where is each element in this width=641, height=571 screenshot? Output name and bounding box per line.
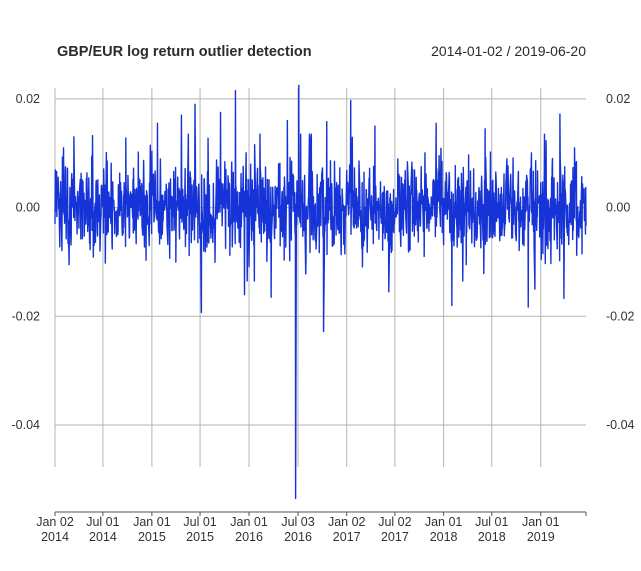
x-tick-label: Jan 01 [425,515,463,529]
y-tick-label-right: -0.02 [606,309,635,323]
x-tick-label-year: 2016 [235,530,263,544]
series-layer [54,84,587,500]
y-tick-label-left: -0.04 [12,418,41,432]
x-tick-label: Jan 01 [522,515,560,529]
y-tick-label-right: 0.02 [606,92,630,106]
y-tick-label-right: 0.00 [606,201,630,215]
x-tick-label-year: 2015 [138,530,166,544]
x-tick-label: Jul 01 [86,515,119,529]
x-tick-label: Jan 02 [328,515,366,529]
y-tick-labels-right: 0.02 0.00 -0.02 -0.04 [606,92,635,432]
x-tick-label-year: 2014 [41,530,69,544]
x-tick-label: Jan 01 [133,515,171,529]
x-tick-label-year: 2017 [381,530,409,544]
x-tick-label: Jan 02 [36,515,74,529]
x-tick-label-year: 2018 [430,530,458,544]
x-tick-label: Jul 01 [475,515,508,529]
y-tick-label-left: 0.02 [16,92,40,106]
x-tick-label-year: 2017 [333,530,361,544]
y-tick-labels-left: 0.02 0.00 -0.02 -0.04 [12,92,41,432]
x-tick-label: Jul 01 [183,515,216,529]
grid-layer [54,88,586,467]
x-tick-label: Jul 02 [378,515,411,529]
y-tick-label-left: 0.00 [16,201,40,215]
x-tick-label-year: 2015 [186,530,214,544]
series-line [54,84,587,500]
chart-title: GBP/EUR log return outlier detection [57,44,312,60]
y-tick-label-right: -0.04 [606,418,635,432]
x-tick-label: Jul 03 [281,515,314,529]
x-tick-label-year: 2014 [89,530,117,544]
x-tick-label-year: 2018 [478,530,506,544]
x-tick-label-year: 2016 [284,530,312,544]
x-tick-label-year: 2019 [527,530,555,544]
y-tick-label-left: -0.02 [12,309,41,323]
x-tick-label: Jan 01 [230,515,268,529]
date-range-label: 2014-01-02 / 2019-06-20 [431,43,586,59]
